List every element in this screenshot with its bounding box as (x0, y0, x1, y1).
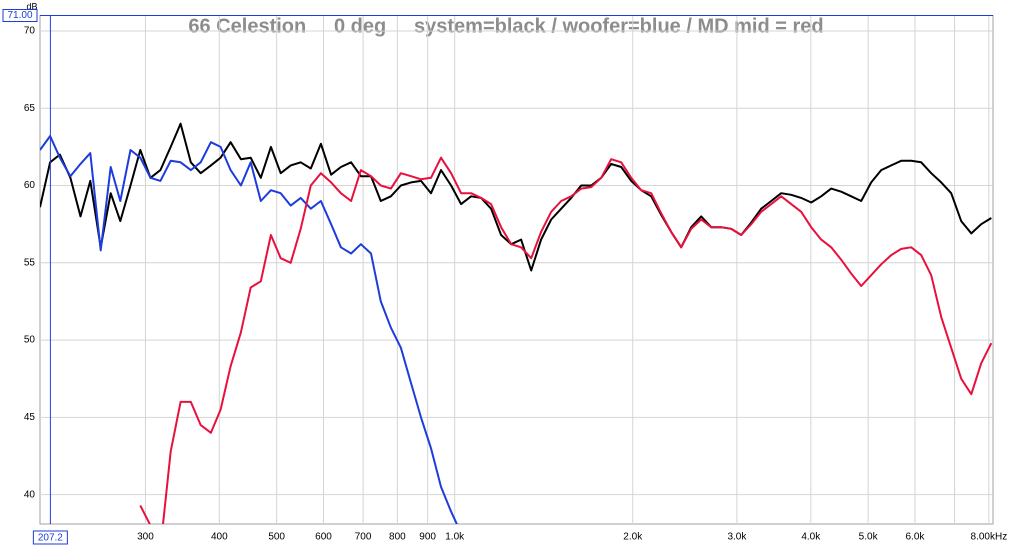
plot-area (39, 15, 994, 525)
x-tick-label: 500 (268, 532, 285, 543)
series-line (139, 156, 993, 524)
x-tick-label: 700 (355, 532, 372, 543)
cursor-y-label: 71.00 (7, 10, 32, 21)
x-tick-label: 400 (211, 532, 228, 543)
series-line (40, 122, 992, 272)
y-tick-label: 55 (24, 257, 36, 268)
series-line (40, 135, 458, 524)
cursor-x-label: 207.2 (38, 533, 63, 544)
y-unit: dB (26, 1, 37, 11)
x-tick-label: 1.0k (445, 532, 465, 543)
chart-title: 66 Celestion 0 deg system=black / woofer… (188, 15, 823, 37)
y-tick-label: 50 (24, 335, 36, 346)
x-tick-label: 300 (137, 532, 154, 543)
x-tick-label: 600 (315, 532, 332, 543)
x-tick-label: 900 (419, 532, 436, 543)
y-tick-label: 60 (24, 180, 36, 191)
x-tick-label: 2.0k (623, 532, 643, 543)
x-tick-label: 4.0k (801, 532, 821, 543)
y-tick-label: 45 (24, 412, 36, 423)
x-tick-label: 800 (389, 532, 406, 543)
y-tick-label: 70 (24, 26, 36, 37)
cursor-x-box (32, 530, 68, 545)
x-tick-label: 3.0k (727, 532, 747, 543)
cursor-y-box (2, 9, 38, 22)
y-tick-label: 65 (24, 103, 36, 114)
x-tick-label: 6.0k (906, 532, 926, 543)
x-tick-label: 8.00kHz (971, 532, 1008, 543)
x-tick-label: 5.0k (859, 532, 879, 543)
plot-lines (40, 122, 993, 524)
y-tick-label: 40 (24, 489, 36, 500)
